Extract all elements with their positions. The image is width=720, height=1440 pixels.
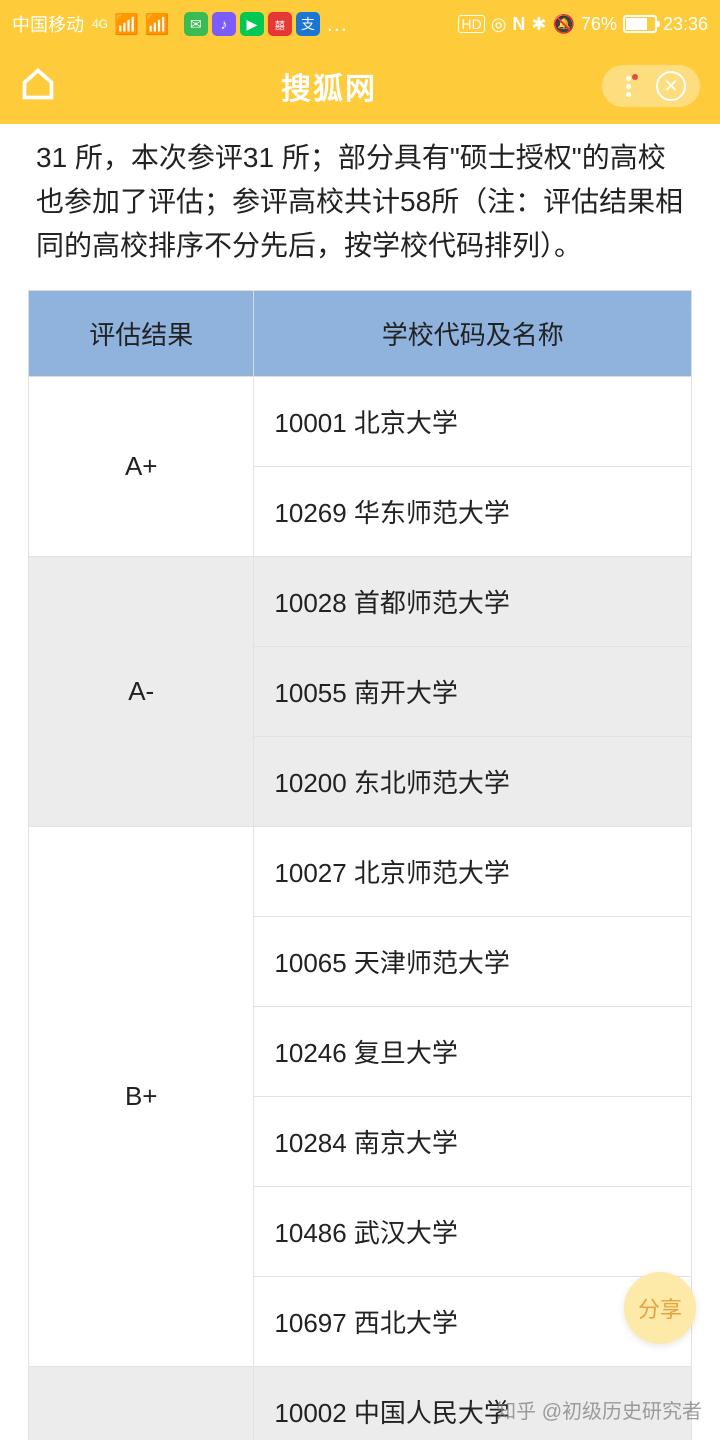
grade-cell	[29, 1367, 254, 1440]
more-icon: …	[326, 11, 348, 37]
school-cell: 10246 复旦大学	[254, 1007, 692, 1097]
grade-cell: A-	[29, 557, 254, 827]
status-bar: 中国移动 4G 📶 📶 ✉ ♪ ▶ 囍 支 … HD ◎ N ✱ 🔕 76% 2…	[0, 0, 720, 48]
app-header: 搜狐网 ✕	[0, 48, 720, 124]
watermark: 知乎 @初级历史研究者	[496, 1395, 702, 1424]
school-cell: 10284 南京大学	[254, 1097, 692, 1187]
school-cell: 10269 华东师范大学	[254, 467, 692, 557]
battery-icon	[623, 15, 657, 33]
hd-icon: HD	[458, 15, 484, 33]
col-header-grade: 评估结果	[29, 291, 254, 377]
signal-icon: 📶	[114, 12, 139, 37]
status-right: HD ◎ N ✱ 🔕 76% 23:36	[458, 14, 708, 35]
school-cell: 10001 北京大学	[254, 377, 692, 467]
status-left: 中国移动 4G 📶 📶 ✉ ♪ ▶ 囍 支 …	[12, 11, 348, 37]
nfc-icon: N	[512, 14, 525, 35]
more-menu-icon[interactable]	[616, 73, 642, 99]
app-icon: ▶	[240, 12, 264, 36]
school-cell: 10028 首都师范大学	[254, 557, 692, 647]
table-row: A-10028 首都师范大学	[29, 557, 692, 647]
battery-pct: 76%	[581, 14, 617, 35]
school-cell: 10065 天津师范大学	[254, 917, 692, 1007]
wifi-icon: 📶	[145, 12, 170, 37]
header-actions: ✕	[602, 65, 700, 107]
ranking-table: 评估结果 学校代码及名称 A+10001 北京大学10269 华东师范大学A-1…	[28, 290, 692, 1440]
network-label: 4G	[92, 17, 108, 31]
home-icon[interactable]	[20, 66, 56, 107]
app-icon: 囍	[268, 12, 292, 36]
carrier-label: 中国移动	[12, 11, 84, 37]
eye-icon: ◎	[491, 14, 507, 35]
grade-cell: B+	[29, 827, 254, 1367]
clock: 23:36	[663, 14, 708, 35]
intro-paragraph: 31 所，本次参评31 所；部分具有"硕士授权"的高校也参加了评估；参评高校共计…	[28, 124, 692, 290]
school-cell: 10486 武汉大学	[254, 1187, 692, 1277]
school-cell: 10200 东北师范大学	[254, 737, 692, 827]
dnd-icon: 🔕	[553, 14, 575, 35]
share-button[interactable]: 分享	[624, 1272, 696, 1344]
share-label: 分享	[638, 1292, 682, 1324]
table-row: B+10027 北京师范大学	[29, 827, 692, 917]
app-icon: ✉	[184, 12, 208, 36]
table-row: A+10001 北京大学	[29, 377, 692, 467]
grade-cell: A+	[29, 377, 254, 557]
article-content: 31 所，本次参评31 所；部分具有"硕士授权"的高校也参加了评估；参评高校共计…	[0, 124, 720, 1440]
col-header-school: 学校代码及名称	[254, 291, 692, 377]
school-cell: 10055 南开大学	[254, 647, 692, 737]
app-icon: ♪	[212, 12, 236, 36]
bluetooth-icon: ✱	[531, 14, 546, 35]
school-cell: 10027 北京师范大学	[254, 827, 692, 917]
app-tray: ✉ ♪ ▶ 囍 支	[184, 12, 320, 36]
close-icon[interactable]: ✕	[656, 71, 686, 101]
page-title: 搜狐网	[56, 64, 602, 108]
app-icon: 支	[296, 12, 320, 36]
